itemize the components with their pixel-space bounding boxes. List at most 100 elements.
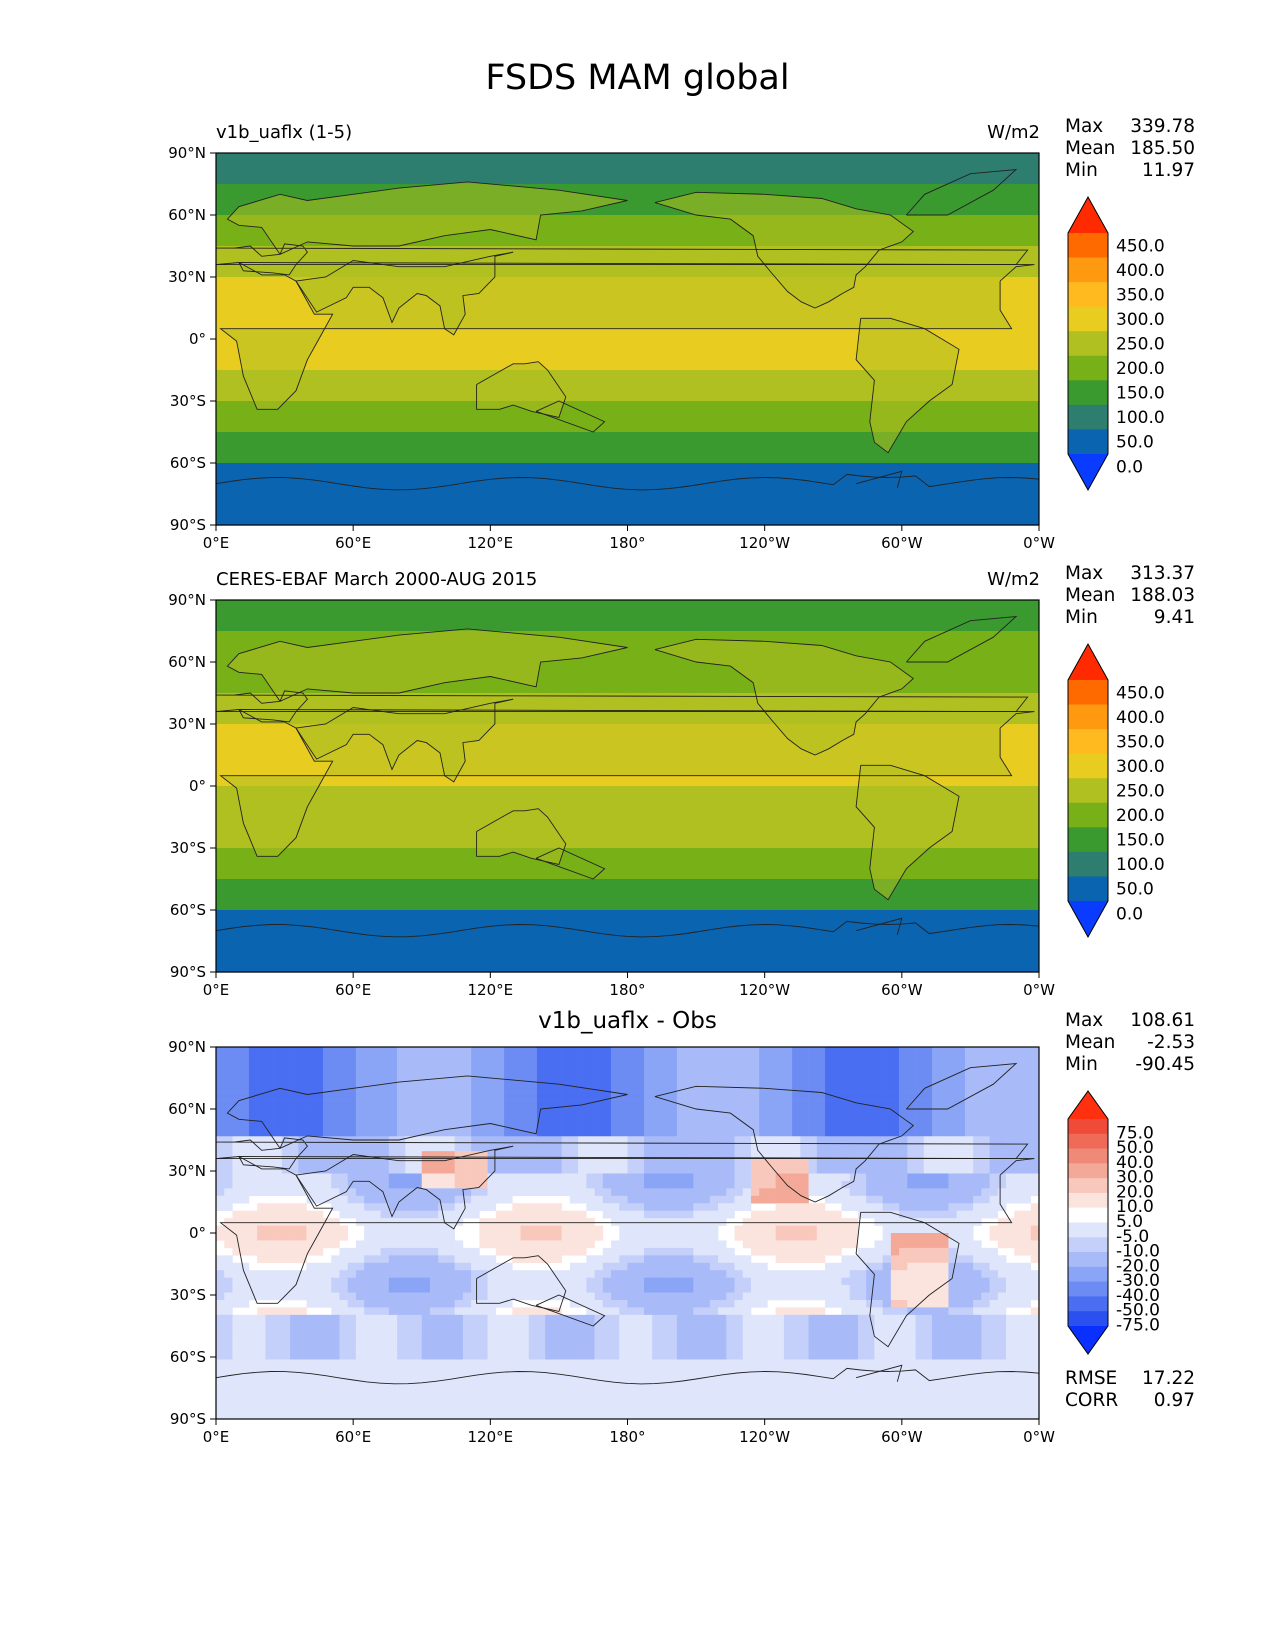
- field-cell: [619, 1352, 628, 1360]
- field-cell: [462, 1113, 472, 1122]
- field-cell: [816, 1329, 826, 1338]
- land-field: [227, 628, 628, 702]
- field-cell: [989, 1188, 999, 1197]
- field-cell: [973, 1366, 982, 1375]
- field-cell: [290, 1307, 299, 1316]
- field-cell: [339, 1151, 348, 1159]
- field-cell: [586, 1404, 595, 1412]
- field-cell: [257, 1121, 266, 1130]
- field-cell: [298, 1121, 307, 1130]
- field-cell: [841, 1233, 851, 1241]
- field-cell: [216, 1054, 225, 1063]
- field-cell: [660, 1277, 669, 1286]
- field-cell: [816, 1359, 826, 1368]
- field-cell: [281, 1151, 291, 1159]
- field-cell: [528, 1292, 538, 1301]
- coastline: [215, 690, 1029, 723]
- field-cell: [775, 1166, 785, 1174]
- colorbar-label: 250.0: [1116, 782, 1165, 802]
- field-cell: [660, 1344, 669, 1353]
- field-cell: [660, 1061, 669, 1070]
- field-cell: [1014, 1143, 1023, 1152]
- field-cell: [273, 1047, 283, 1055]
- field-cell: [611, 1344, 620, 1353]
- field-cell: [940, 1314, 949, 1323]
- colorbar-segment: [1068, 680, 1108, 706]
- field-cell: [487, 1277, 497, 1286]
- field-cell: [1014, 1233, 1023, 1241]
- field-cell: [611, 1151, 620, 1159]
- field-cell: [792, 1240, 801, 1249]
- field-cell: [718, 1247, 727, 1256]
- field-cell: [643, 1337, 653, 1345]
- field-cell: [602, 1084, 612, 1092]
- field-cell: [643, 1054, 653, 1063]
- field-cell: [915, 1255, 925, 1264]
- field-cell: [734, 1404, 744, 1412]
- field-cell: [339, 1128, 348, 1137]
- field-cell: [964, 1299, 974, 1308]
- field-cell: [364, 1381, 373, 1390]
- field-cell: [907, 1151, 916, 1159]
- field-cell: [932, 1180, 941, 1189]
- field-cell: [635, 1299, 645, 1308]
- field-cell: [635, 1091, 645, 1100]
- field-cell: [405, 1069, 414, 1078]
- field-cell: [495, 1366, 505, 1375]
- field-cell: [923, 1374, 933, 1383]
- field-cell: [940, 1337, 949, 1345]
- field-cell: [364, 1113, 373, 1122]
- field-cell: [388, 1352, 398, 1360]
- field-cell: [536, 1337, 546, 1345]
- field-cell: [816, 1121, 826, 1130]
- field-cell: [668, 1262, 678, 1271]
- field-cell: [627, 1411, 637, 1420]
- field-cell: [1030, 1322, 1040, 1331]
- field-cell: [611, 1069, 620, 1078]
- field-cell: [956, 1329, 966, 1338]
- field-cell: [594, 1374, 604, 1383]
- field-cell: [388, 1128, 398, 1137]
- field-cell: [841, 1166, 851, 1174]
- field-cell: [800, 1195, 809, 1204]
- field-cell: [454, 1285, 464, 1293]
- field-cell: [429, 1069, 439, 1078]
- field-cell: [438, 1136, 447, 1145]
- field-cell: [948, 1143, 957, 1152]
- field-cell: [528, 1255, 538, 1264]
- field-cell: [454, 1180, 464, 1189]
- field-cell: [413, 1121, 423, 1130]
- field-cell: [355, 1366, 365, 1375]
- field-cell: [545, 1307, 554, 1316]
- field-cell: [693, 1247, 702, 1256]
- field-cell: [520, 1381, 530, 1390]
- field-cell: [569, 1180, 579, 1189]
- field-cell: [355, 1121, 365, 1130]
- field-cell: [973, 1188, 982, 1197]
- field-cell: [611, 1329, 620, 1338]
- field-cell: [635, 1329, 645, 1338]
- field-cell: [759, 1136, 768, 1145]
- field-cell: [1014, 1374, 1023, 1383]
- field-cell: [216, 1047, 225, 1055]
- field-cell: [520, 1233, 530, 1241]
- field-cell: [709, 1404, 719, 1412]
- field-cell: [281, 1411, 291, 1420]
- field-cell: [339, 1270, 348, 1278]
- field-cell: [742, 1344, 752, 1353]
- field-cell: [825, 1113, 834, 1122]
- field-cell: [479, 1047, 488, 1055]
- field-cell: [314, 1396, 324, 1405]
- field-cell: [964, 1255, 974, 1264]
- field-cell: [495, 1188, 505, 1197]
- field-cell: [718, 1195, 727, 1204]
- field-cell: [298, 1322, 307, 1331]
- field-cell: [487, 1381, 497, 1390]
- field-cell: [355, 1299, 365, 1308]
- field-cell: [495, 1195, 505, 1204]
- field-cell: [578, 1404, 587, 1412]
- field-cell: [932, 1091, 941, 1100]
- field-cell: [224, 1322, 233, 1331]
- field-cell: [512, 1180, 521, 1189]
- field-cell: [512, 1158, 521, 1167]
